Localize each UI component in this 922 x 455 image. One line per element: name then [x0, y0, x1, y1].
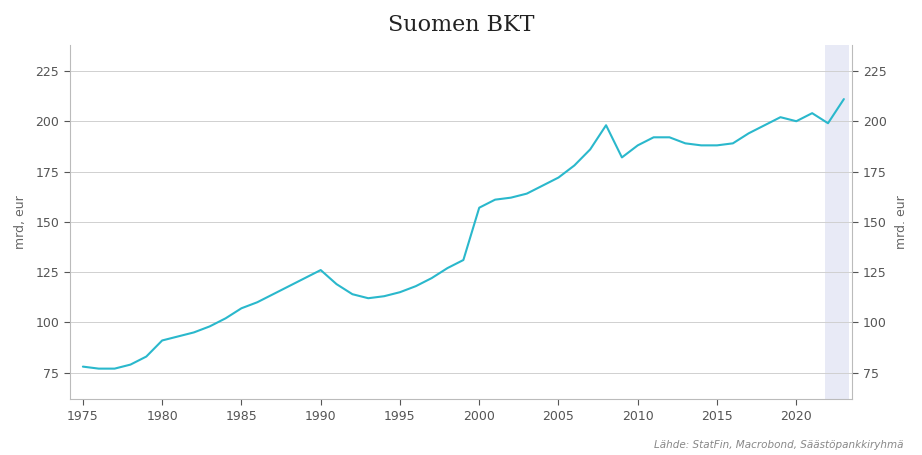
Bar — [825, 45, 848, 399]
Title: Suomen BKT: Suomen BKT — [388, 14, 534, 36]
Text: Lähde: StatFin, Macrobond, Säästöpankkiryhmä: Lähde: StatFin, Macrobond, Säästöpankkir… — [654, 440, 904, 450]
Y-axis label: mrd, eur: mrd, eur — [14, 195, 27, 249]
Y-axis label: mrd. eur: mrd. eur — [895, 195, 908, 249]
